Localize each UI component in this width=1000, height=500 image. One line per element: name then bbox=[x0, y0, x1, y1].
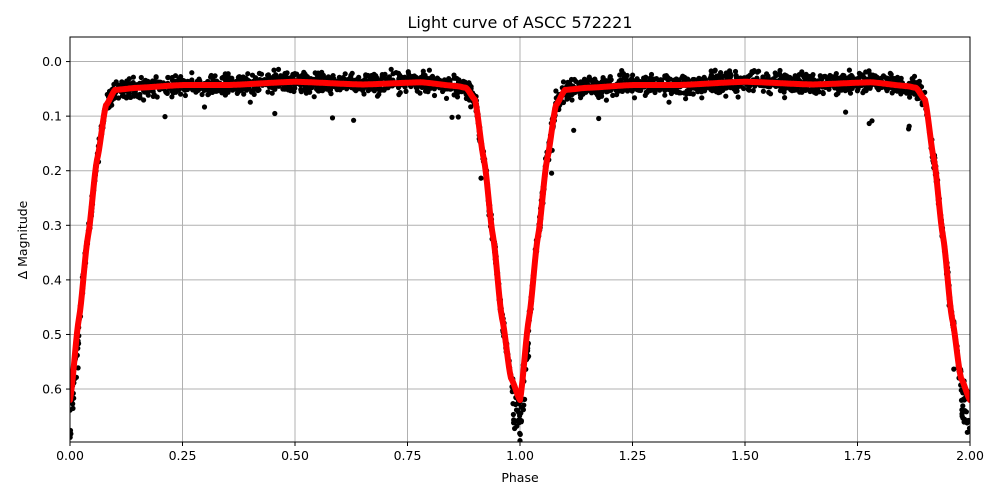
y-tick-label: 0.3 bbox=[42, 218, 62, 233]
y-axis-label: Δ Magnitude bbox=[15, 200, 30, 279]
y-tick-label: 0.6 bbox=[42, 382, 62, 397]
x-tick-label: 2.00 bbox=[956, 448, 984, 463]
x-tick-label: 0.25 bbox=[169, 448, 197, 463]
x-tick-label: 0.00 bbox=[56, 448, 84, 463]
x-tick-label: 0.50 bbox=[281, 448, 309, 463]
x-axis-label: Phase bbox=[501, 470, 539, 485]
y-axis-ticks: 0.0 0.1 0.2 0.3 0.4 0.5 0.6 bbox=[42, 54, 70, 397]
y-tick-label: 0.5 bbox=[42, 327, 62, 342]
x-tick-label: 1.25 bbox=[619, 448, 647, 463]
chart-title: Light curve of ASCC 572221 bbox=[407, 13, 632, 32]
x-tick-label: 1.75 bbox=[844, 448, 872, 463]
x-tick-label: 0.75 bbox=[394, 448, 422, 463]
x-axis-ticks: 0.00 0.25 0.50 0.75 1.00 1.25 1.50 1.75 2.00 bbox=[56, 442, 984, 463]
y-tick-label: 0.0 bbox=[42, 54, 62, 69]
x-tick-label: 1.00 bbox=[506, 448, 534, 463]
y-tick-label: 0.4 bbox=[42, 272, 62, 287]
y-tick-label: 0.2 bbox=[42, 163, 62, 178]
y-tick-label: 0.1 bbox=[42, 109, 62, 124]
model-curve bbox=[70, 78, 970, 403]
x-tick-label: 1.50 bbox=[731, 448, 759, 463]
